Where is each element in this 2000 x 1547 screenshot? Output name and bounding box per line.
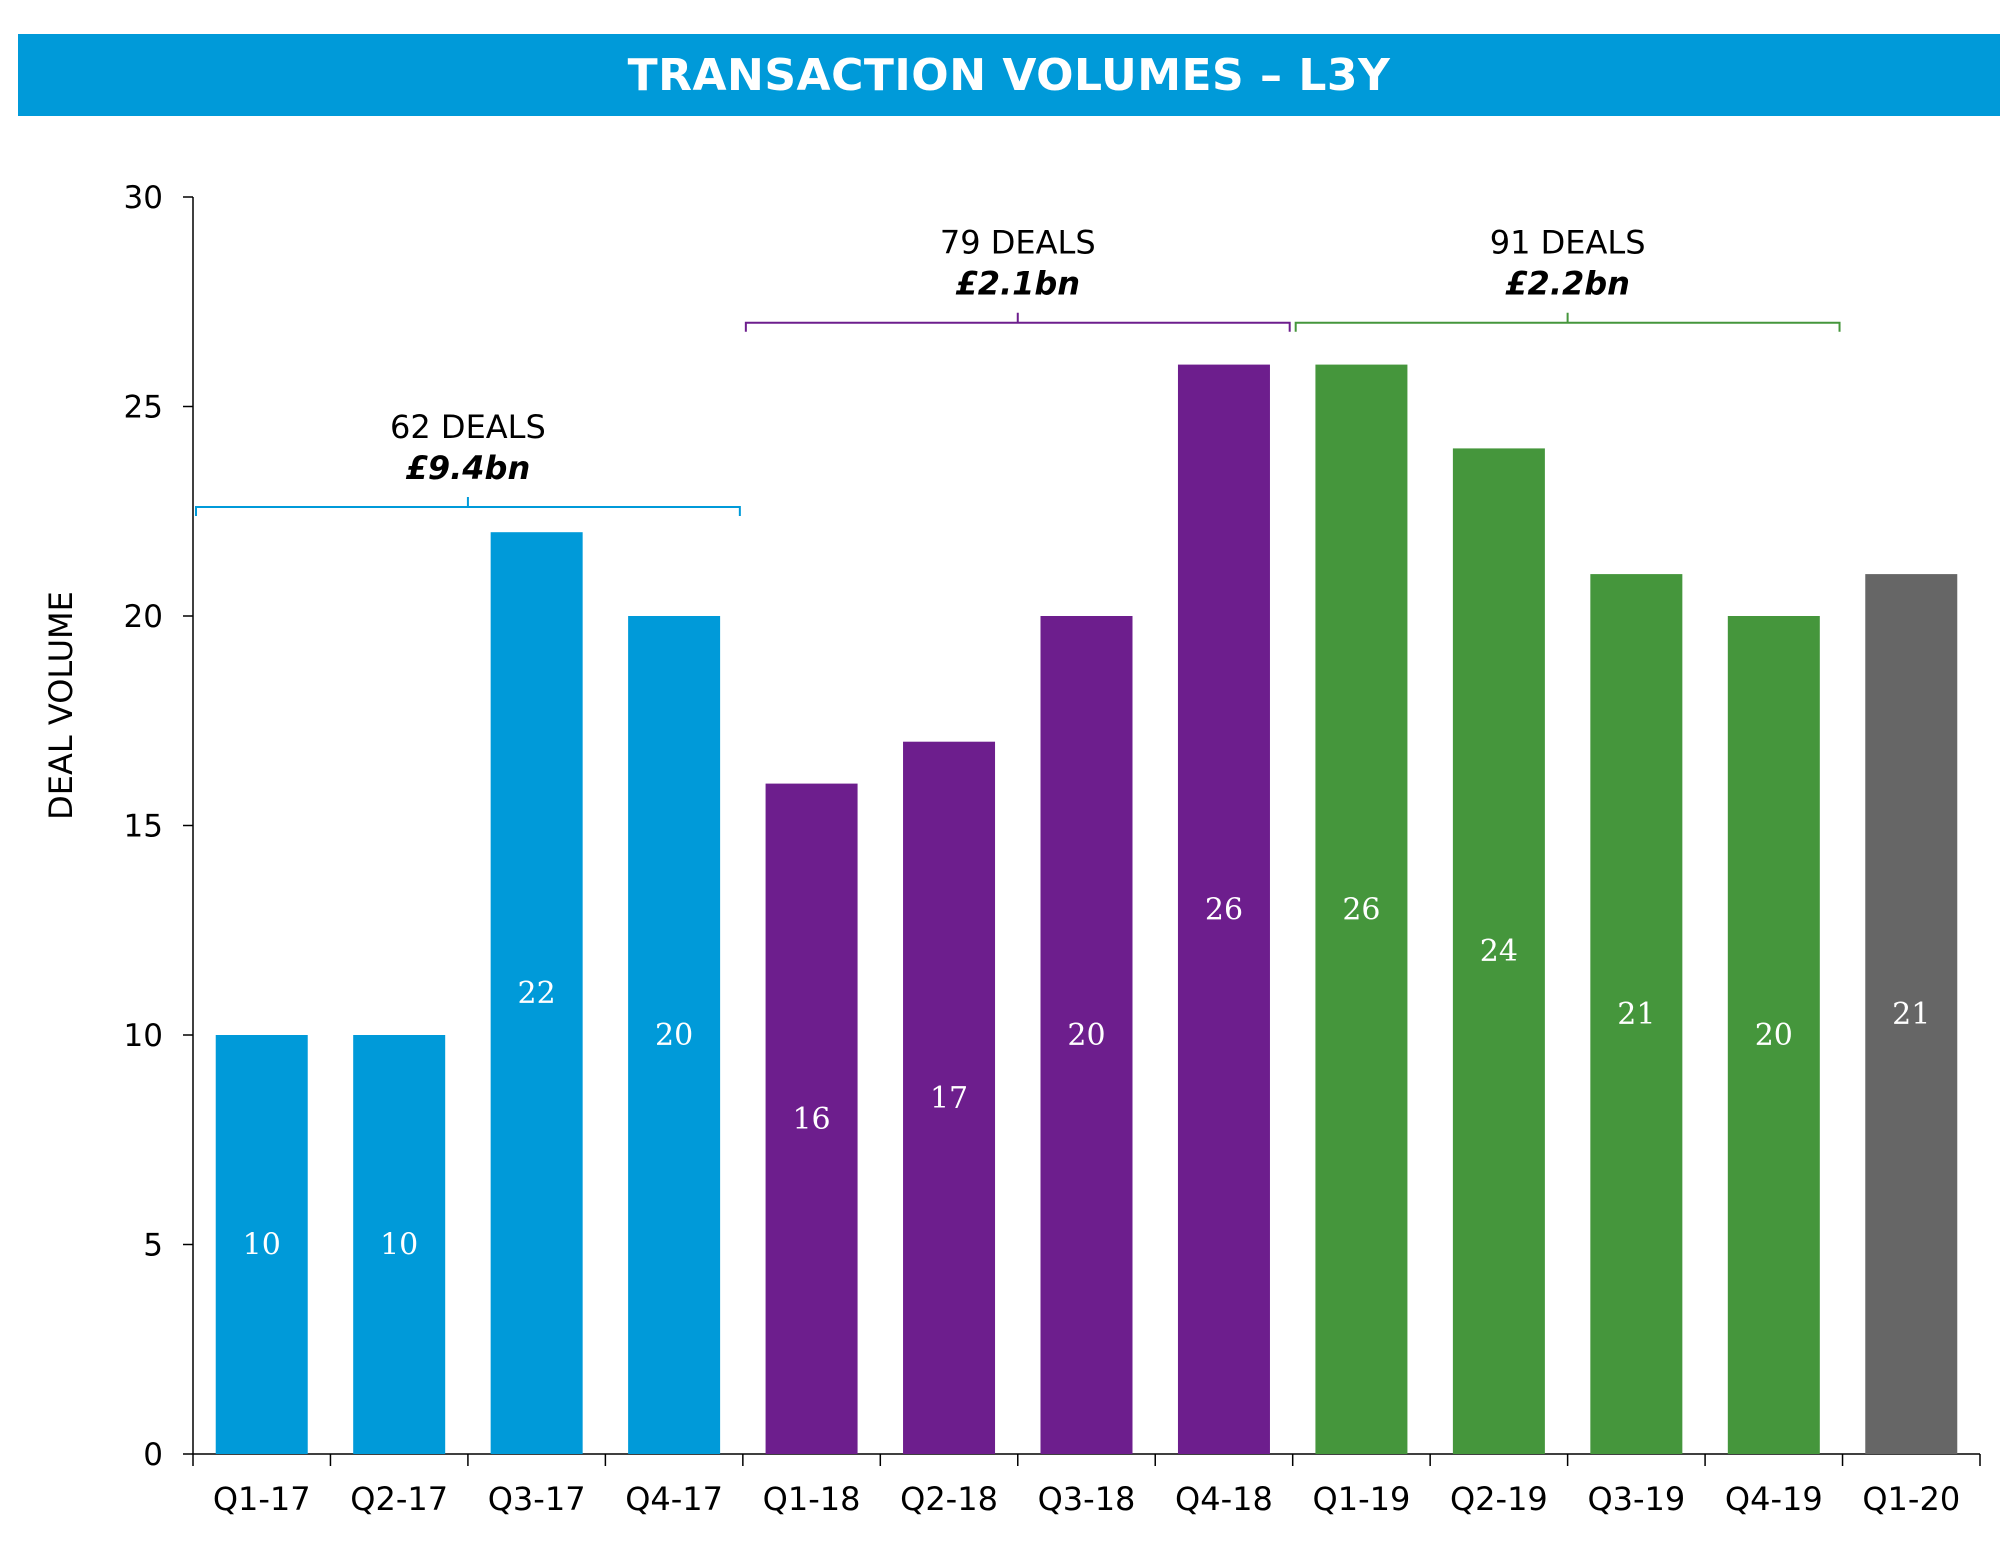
x-tick-label: Q2-18 bbox=[900, 1480, 998, 1518]
x-tick-label: Q1-17 bbox=[213, 1480, 311, 1518]
bracket bbox=[1294, 312, 1841, 332]
bar-data-label: 21 bbox=[1617, 997, 1655, 1032]
annotation-value: £9.4bn bbox=[406, 449, 531, 487]
y-tick-label: 0 bbox=[143, 1437, 163, 1473]
annotation-deals: 79 DEALS bbox=[940, 224, 1096, 262]
bar bbox=[1590, 574, 1683, 1454]
bar bbox=[1177, 364, 1270, 1455]
annotation-value: £2.2bn bbox=[1505, 265, 1630, 303]
y-tick-label: 20 bbox=[124, 599, 163, 635]
bar-data-label: 10 bbox=[243, 1228, 281, 1263]
x-tick-label: Q1-18 bbox=[763, 1480, 861, 1518]
x-tick-label: Q2-17 bbox=[350, 1480, 448, 1518]
annotation-deals: 91 DEALS bbox=[1490, 224, 1646, 262]
x-tick-label: Q2-19 bbox=[1450, 1480, 1548, 1518]
y-tick-label: 15 bbox=[124, 809, 163, 845]
bar bbox=[628, 616, 721, 1454]
bar-data-label: 10 bbox=[380, 1228, 418, 1263]
bar-data-label: 22 bbox=[518, 976, 556, 1011]
bars: 10 10 22 20 16 17 20 26 26 24 21 20 21 bbox=[215, 364, 1958, 1455]
title-banner: TRANSACTION VOLUMES – L3Y bbox=[18, 34, 2000, 116]
x-ticks: Q1-17 Q2-17 Q3-17 Q4-17 Q1-18 Q2-18 Q3-18 Q4-18… bbox=[192, 1454, 1981, 1518]
x-tick-label: Q4-19 bbox=[1725, 1480, 1823, 1518]
x-tick-label: Q4-18 bbox=[1175, 1480, 1273, 1518]
group-annotation: 91 DEALS£2.2bn bbox=[1294, 224, 1841, 332]
y-axis: 0 5 10 15 20 25 30 bbox=[124, 180, 194, 1473]
group-annotation: 62 DEALS£9.4bn bbox=[195, 408, 741, 517]
bar bbox=[215, 1035, 308, 1454]
y-ticks: 0 5 10 15 20 25 30 bbox=[124, 180, 193, 1473]
bar bbox=[1452, 448, 1545, 1454]
bar-data-label: 24 bbox=[1480, 934, 1518, 969]
annotation-deals: 62 DEALS bbox=[390, 408, 546, 446]
x-tick-label: Q1-20 bbox=[1862, 1480, 1960, 1518]
bar-data-label: 17 bbox=[930, 1081, 968, 1116]
chart-title: TRANSACTION VOLUMES – L3Y bbox=[627, 49, 1391, 101]
x-tick-label: Q3-19 bbox=[1587, 1480, 1685, 1518]
bar bbox=[1315, 364, 1408, 1455]
bracket bbox=[744, 312, 1291, 332]
bar-data-label: 21 bbox=[1892, 997, 1930, 1032]
x-tick-label: Q4-17 bbox=[625, 1480, 723, 1518]
x-tick-label: Q1-19 bbox=[1313, 1480, 1411, 1518]
y-tick-label: 25 bbox=[124, 390, 163, 426]
bar bbox=[490, 532, 583, 1454]
bar-data-label: 26 bbox=[1205, 892, 1243, 927]
bar-data-label: 20 bbox=[1755, 1018, 1793, 1053]
bar bbox=[353, 1035, 446, 1454]
group-annotation: 79 DEALS£2.1bn bbox=[744, 224, 1291, 332]
bar bbox=[1865, 574, 1958, 1454]
y-tick-label: 5 bbox=[143, 1228, 163, 1264]
y-tick-label: 30 bbox=[124, 180, 163, 216]
bar-data-label: 20 bbox=[655, 1018, 693, 1053]
annotation-value: £2.1bn bbox=[955, 265, 1080, 303]
x-tick-label: Q3-18 bbox=[1038, 1480, 1136, 1518]
bar bbox=[1727, 616, 1820, 1454]
bar bbox=[1040, 616, 1133, 1454]
bar-data-label: 26 bbox=[1342, 892, 1380, 927]
bracket bbox=[195, 497, 741, 517]
x-tick-label: Q3-17 bbox=[488, 1480, 586, 1518]
y-tick-label: 10 bbox=[124, 1018, 163, 1054]
bar bbox=[765, 783, 858, 1454]
bar-data-label: 20 bbox=[1067, 1018, 1105, 1053]
bar bbox=[903, 741, 996, 1454]
y-axis-title: DEAL VOLUME bbox=[42, 591, 80, 820]
x-axis: Q1-17 Q2-17 Q3-17 Q4-17 Q1-18 Q2-18 Q3-18 Q4-18… bbox=[192, 1453, 1981, 1518]
bar-data-label: 16 bbox=[792, 1102, 830, 1137]
